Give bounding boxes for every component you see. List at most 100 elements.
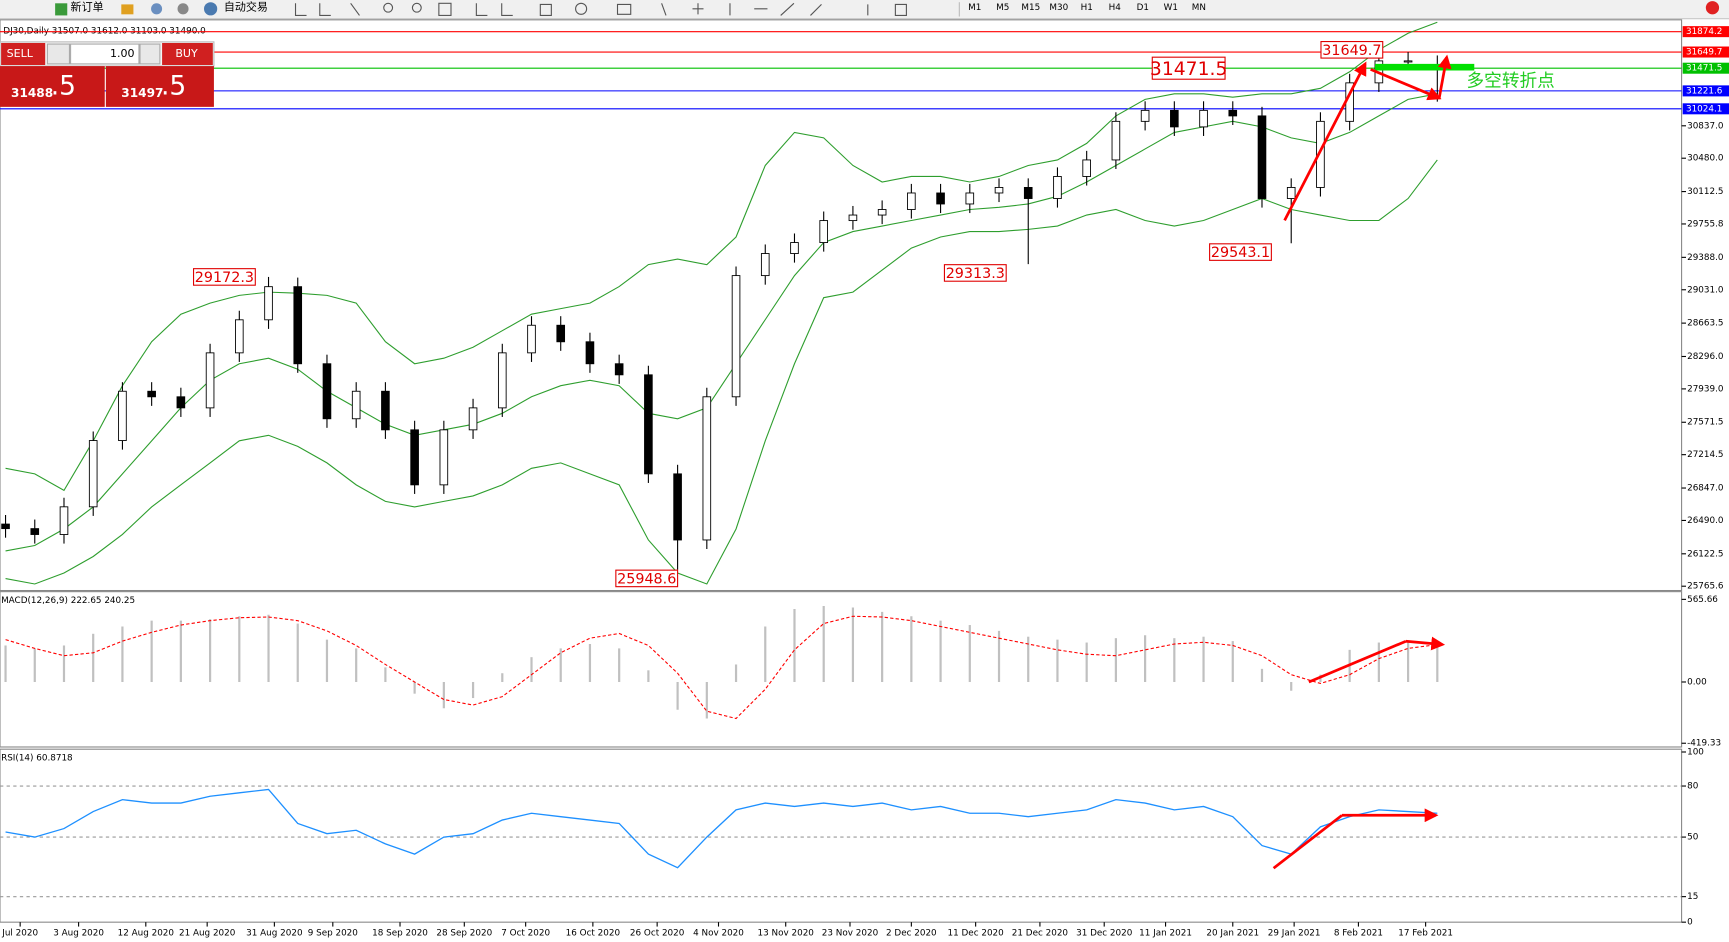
sell-price-fraction[interactable]: .5 bbox=[51, 71, 76, 102]
buy-label[interactable]: BUY bbox=[175, 47, 198, 60]
buy-button[interactable] bbox=[162, 42, 213, 66]
volume-value[interactable]: 1.00 bbox=[110, 47, 135, 60]
y-tick-label: 30480.0 bbox=[1687, 154, 1724, 164]
sell-button[interactable] bbox=[1, 42, 46, 66]
sell-price-box[interactable] bbox=[0, 66, 105, 107]
timeframe-button[interactable]: W1 bbox=[1164, 3, 1178, 13]
price-annotation: 29543.1 bbox=[1211, 245, 1270, 261]
new-order-button[interactable]: 新订单 bbox=[71, 0, 104, 14]
toolbar-icon[interactable] bbox=[177, 3, 189, 15]
x-tick-label: 29 Jan 2021 bbox=[1268, 929, 1321, 939]
candle-body bbox=[673, 473, 682, 541]
volume-down[interactable] bbox=[46, 43, 71, 65]
y-tick-label: 30112.5 bbox=[1687, 187, 1723, 197]
candle-body bbox=[381, 390, 390, 431]
price-annotation: 29313.3 bbox=[946, 266, 1005, 282]
main-panel bbox=[0, 19, 1683, 592]
candle-body bbox=[88, 440, 98, 508]
bollinger-lower bbox=[5, 159, 1438, 585]
new-order-icon[interactable] bbox=[55, 3, 68, 16]
toolbar-icons[interactable] bbox=[294, 2, 907, 16]
timeframe-button[interactable]: H4 bbox=[1109, 3, 1122, 13]
notification-badge[interactable] bbox=[1705, 1, 1720, 15]
candle-body bbox=[907, 192, 916, 210]
y-tick-label: 28296.0 bbox=[1687, 352, 1724, 362]
rsi-title: RSI(14) 60.8718 bbox=[1, 754, 73, 764]
candle-body bbox=[59, 506, 69, 535]
candle-body bbox=[1023, 187, 1033, 199]
sell-label[interactable]: SELL bbox=[7, 47, 34, 60]
candle-body bbox=[293, 286, 303, 365]
timeframe-button[interactable]: D1 bbox=[1137, 3, 1149, 13]
y-tick-label: 29755.8 bbox=[1687, 219, 1723, 229]
candle-body bbox=[497, 352, 507, 409]
candle-body bbox=[205, 352, 215, 409]
price-annotation: 31649.7 bbox=[1322, 43, 1381, 59]
y-tick-label: 0 bbox=[1687, 918, 1693, 928]
timeframe-button[interactable]: M15 bbox=[1021, 3, 1040, 13]
y-tick-label: 50 bbox=[1687, 833, 1699, 843]
level-label-box bbox=[1682, 85, 1729, 97]
timeframe-button[interactable]: M1 bbox=[968, 3, 981, 13]
toolbar-icon[interactable] bbox=[121, 4, 134, 15]
y-tick-label: 80 bbox=[1687, 782, 1699, 792]
buy-price-box[interactable] bbox=[105, 66, 214, 107]
price-annotation-box bbox=[943, 264, 1007, 282]
candle-body bbox=[322, 363, 332, 420]
y-tick-label: 27214.5 bbox=[1687, 450, 1723, 460]
timeframe-button[interactable]: M5 bbox=[996, 3, 1009, 13]
candle-body bbox=[468, 407, 478, 431]
candle-body bbox=[1082, 159, 1091, 177]
candle-body bbox=[1316, 120, 1325, 188]
price-annotation: 25948.6 bbox=[617, 572, 676, 588]
price-annotation-box bbox=[1151, 56, 1226, 80]
timeframes: M1 M5 M15 M30 H1 H4 D1 W1 MN bbox=[968, 3, 1206, 13]
timeframe-button[interactable]: H1 bbox=[1081, 3, 1093, 13]
x-tick-label: 20 Jan 2021 bbox=[1206, 929, 1259, 939]
price-annotation-box bbox=[1209, 243, 1272, 261]
x-tick-label: 11 Jan 2021 bbox=[1139, 929, 1192, 939]
timeframe-button[interactable]: M30 bbox=[1049, 3, 1068, 13]
toolbar-icon[interactable] bbox=[151, 3, 163, 15]
volume-field[interactable] bbox=[70, 43, 140, 65]
buy-price-fraction[interactable]: .5 bbox=[161, 71, 186, 102]
auto-trading-icon[interactable] bbox=[203, 2, 218, 16]
sell-price[interactable]: 31488 bbox=[11, 86, 53, 100]
x-tick-label: 17 Feb 2021 bbox=[1398, 929, 1453, 939]
x-tick-label: 9 Sep 2020 bbox=[308, 929, 359, 939]
candle-body bbox=[118, 390, 127, 441]
x-tick-label: 26 Oct 2020 bbox=[630, 929, 685, 939]
x-tick-label: 31 Dec 2020 bbox=[1076, 929, 1133, 939]
macd-panel bbox=[0, 591, 1683, 748]
buy-price[interactable]: 31497 bbox=[121, 86, 163, 100]
turning-point-note: 多空转折点 bbox=[1467, 71, 1555, 92]
toolbar bbox=[0, 0, 1729, 19]
macd-title: MACD(12,26,9) 222.65 240.25 bbox=[1, 596, 135, 606]
x-tick-label: 23 Nov 2020 bbox=[822, 929, 879, 939]
one-click-trading: SELL 1.00 BUY 31488 .5 31497 .5 bbox=[0, 41, 215, 107]
level-label: 31874.2 bbox=[1686, 27, 1722, 37]
candle-body bbox=[702, 396, 712, 541]
volume-up[interactable] bbox=[139, 43, 161, 65]
candle-body bbox=[235, 319, 244, 354]
y-tick-label: 0.00 bbox=[1687, 677, 1707, 687]
candle-body bbox=[1403, 60, 1413, 63]
y-tick-label: 27939.0 bbox=[1687, 384, 1724, 394]
x-tick-label: Jul 2020 bbox=[1, 929, 38, 939]
candle-body bbox=[848, 214, 858, 222]
x-tick-label: 16 Oct 2020 bbox=[566, 929, 621, 939]
y-tick-label: 100 bbox=[1687, 747, 1704, 757]
y-tick-label: 25765.6 bbox=[1687, 582, 1724, 592]
bollinger-middle bbox=[5, 93, 1438, 552]
x-tick-label: 2 Dec 2020 bbox=[886, 929, 937, 939]
auto-trading-button[interactable]: 自动交易 bbox=[224, 0, 268, 14]
timeframe-button[interactable]: MN bbox=[1192, 3, 1206, 13]
candle-body bbox=[644, 374, 653, 475]
x-tick-label: 28 Sep 2020 bbox=[436, 929, 492, 939]
candle-body bbox=[1228, 109, 1238, 117]
candle-body bbox=[1199, 109, 1208, 128]
candle-body bbox=[1140, 109, 1150, 122]
candle-body bbox=[1053, 176, 1062, 199]
